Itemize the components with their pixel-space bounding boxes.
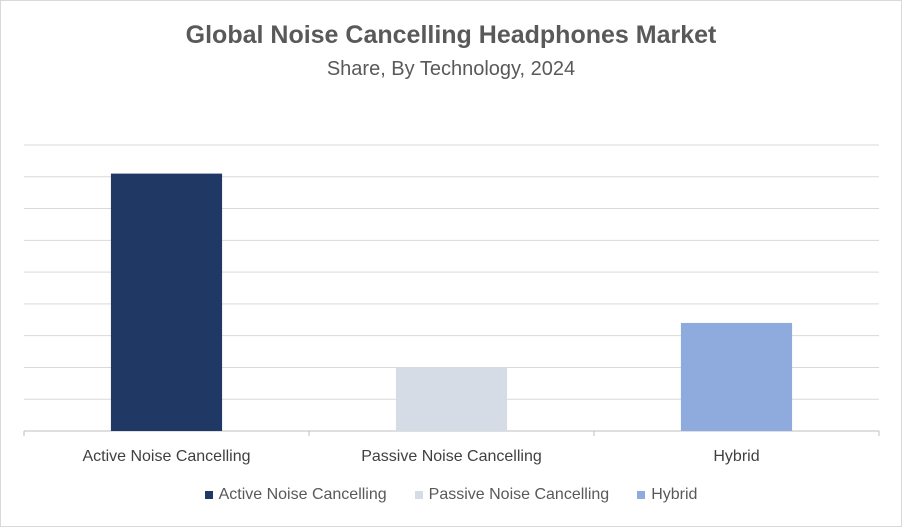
chart-title: Global Noise Cancelling Headphones Marke… [185, 21, 717, 49]
legend-label-active: Active Noise Cancelling [218, 486, 387, 503]
legend-swatch-hybrid [637, 491, 646, 499]
chart-legend: Active Noise Cancelling Passive Noise Ca… [1, 486, 901, 504]
chart-plot-area: Active Noise Cancelling Passive Noise Can… [23, 144, 880, 465]
legend-item-passive: Passive Noise Cancelling [414, 486, 610, 504]
chart-subtitle: Share, By Technology, 2024 [326, 58, 576, 80]
legend-label-hybrid: Hybrid [651, 486, 698, 503]
x-tick-label: Active Noise Cancelling [82, 448, 250, 465]
bar-passive-noise-cancelling [395, 367, 508, 431]
legend-swatch-active [204, 491, 213, 499]
legend-item-hybrid: Hybrid [637, 486, 697, 504]
legend-item-active: Active Noise Cancelling [204, 486, 387, 504]
legend-swatch-passive [414, 491, 423, 499]
x-tick-label: Hybrid [713, 448, 759, 465]
bar-hybrid [680, 322, 793, 431]
legend-label-passive: Passive Noise Cancelling [428, 486, 610, 503]
bar-active-noise-cancelling [110, 173, 223, 431]
x-tick-label: Passive Noise Cancelling [361, 448, 542, 465]
